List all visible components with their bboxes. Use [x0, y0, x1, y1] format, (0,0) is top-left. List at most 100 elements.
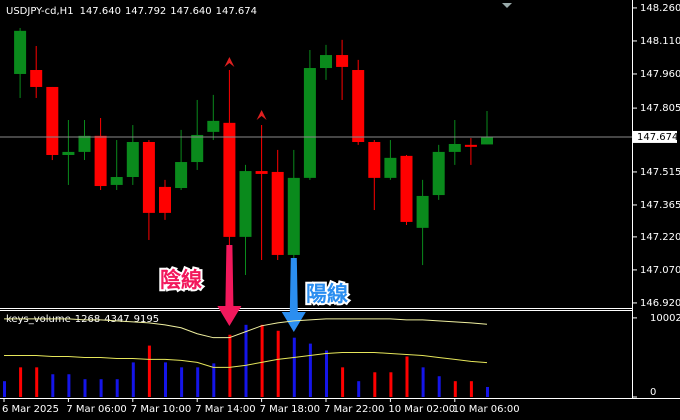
candle-body: [303, 68, 316, 178]
candle-body: [110, 177, 123, 185]
volume-bar: [260, 324, 264, 397]
annotation-text: 陰線: [160, 268, 202, 292]
candle-body: [384, 157, 397, 178]
candle-body: [287, 177, 300, 255]
indicator-line: [4, 352, 488, 368]
volume-bar: [389, 372, 393, 397]
volume-bar: [212, 363, 216, 397]
volume-bar: [486, 386, 489, 397]
y-tick-label: 147.515: [640, 167, 680, 178]
candle-body: [30, 70, 43, 87]
candle-body: [78, 135, 91, 152]
volume-bar: [292, 337, 296, 397]
candle-body: [207, 120, 220, 132]
candle-body: [481, 136, 493, 145]
volume-bar: [67, 374, 71, 397]
candle-body: [159, 186, 171, 213]
volume-bar: [3, 381, 6, 397]
candle-body: [94, 135, 107, 187]
volume-bar: [196, 367, 200, 397]
volume-bar: [19, 367, 23, 397]
candle-body: [62, 151, 75, 155]
annotation-arrow: [217, 245, 242, 326]
x-tick-label: 7 Mar 10:00: [131, 404, 191, 415]
volume-bar: [180, 367, 184, 397]
quote-open: 147.640: [80, 6, 121, 17]
annotation-text: 陽線: [306, 282, 348, 306]
y-tick-label: 147.220: [640, 232, 680, 243]
y-tick-label: 147.960: [640, 69, 680, 80]
volume-bar: [83, 379, 87, 397]
candle-body: [126, 142, 139, 178]
symbol: USDJPY-cd,H1: [6, 6, 74, 17]
candle-body: [14, 30, 27, 74]
annotation-arrow: [281, 258, 306, 332]
volume-bar: [244, 324, 248, 397]
candle-body: [416, 195, 429, 228]
x-tick-label: 7 Mar 14:00: [195, 404, 255, 415]
volume-bar: [453, 381, 457, 397]
price-label: 147.674: [637, 132, 678, 143]
indicator-value: 9195: [134, 314, 159, 325]
volume-bar: [357, 381, 361, 397]
candle-body: [352, 70, 365, 143]
candle-body: [464, 144, 477, 147]
candle-body: [368, 142, 381, 178]
y-tick-label: 147.070: [640, 265, 680, 276]
candle-body: [142, 142, 155, 213]
volume-bar: [35, 367, 39, 397]
candle-body: [191, 134, 204, 163]
volume-bar: [131, 362, 135, 397]
price-box: [633, 130, 677, 143]
candle-body: [432, 151, 445, 196]
x-tick-label: 10 Mar 06:00: [453, 404, 520, 415]
candle-body: [239, 171, 252, 237]
candle-body: [448, 143, 461, 152]
volume-bar: [469, 381, 473, 397]
y-tick-label: 148.110: [640, 36, 680, 47]
indicator-line: [4, 318, 488, 339]
volume-bar: [308, 343, 312, 397]
y-tick-label: 0: [650, 387, 656, 398]
volume-bar: [147, 345, 151, 397]
volume-bar: [276, 330, 280, 397]
x-tick-label: 7 Mar 18:00: [260, 404, 320, 415]
signal-arrow: [224, 57, 235, 67]
volume-bar: [325, 350, 328, 397]
x-tick-label: 7 Mar 06:00: [66, 404, 126, 415]
y-tick-label: 10002: [650, 313, 680, 324]
quote-close: 147.674: [216, 6, 257, 17]
candle-body: [255, 171, 268, 174]
volume-bar: [437, 376, 441, 397]
candle-body: [320, 55, 332, 69]
candle-body: [46, 86, 59, 155]
shift-marker: [502, 3, 512, 8]
candle-body: [336, 55, 349, 67]
y-tick-label: 146.920: [640, 298, 680, 309]
volume-bar: [373, 372, 377, 397]
candle-body: [223, 122, 236, 237]
candle-body: [175, 162, 188, 189]
quote-high: 147.792: [125, 6, 166, 17]
signal-arrow: [256, 110, 267, 120]
x-tick-label: 6 Mar 2025: [2, 404, 59, 415]
quote-low: 147.640: [170, 6, 211, 17]
volume-bar: [228, 334, 232, 397]
candle-body: [400, 155, 413, 222]
indicator-name: keys_volume: [6, 314, 71, 325]
x-tick-label: 7 Mar 22:00: [324, 404, 384, 415]
volume-bar: [115, 379, 119, 397]
y-tick-label: 147.365: [640, 200, 680, 211]
chart-header: USDJPY-cd,H1 147.640 147.792 147.640 147.674: [6, 6, 257, 17]
volume-bar: [341, 367, 345, 397]
volume-bar: [164, 362, 167, 397]
x-tick-label: 10 Mar 02:00: [388, 404, 455, 415]
volume-bar: [51, 374, 55, 397]
indicator-value: 4347: [104, 314, 129, 325]
volume-bar: [421, 367, 425, 397]
volume-bar: [405, 356, 409, 397]
candle-body: [271, 171, 284, 255]
volume-bar: [99, 379, 103, 397]
